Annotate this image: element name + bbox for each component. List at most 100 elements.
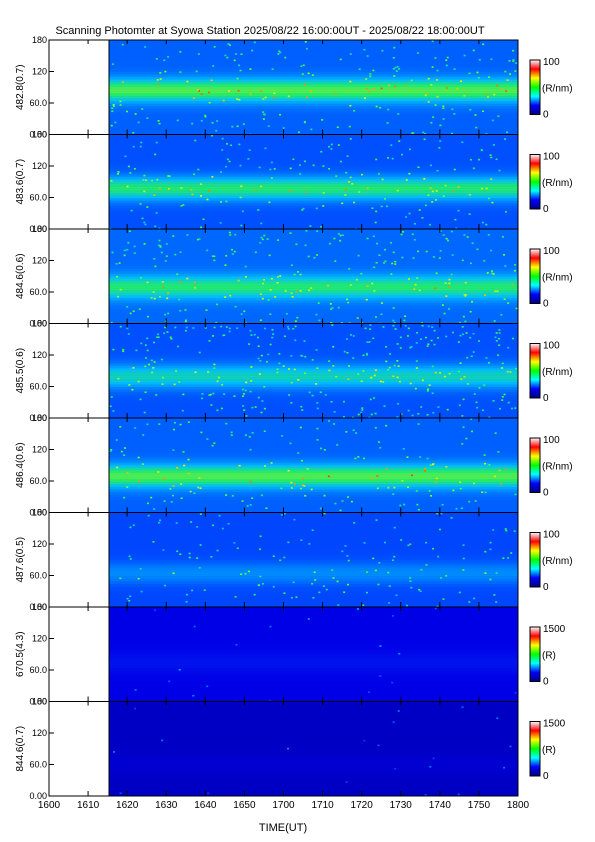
intensity-row — [109, 588, 518, 592]
speckle-cell — [483, 384, 486, 386]
speckle-cell — [355, 432, 358, 434]
speckle-cell — [184, 309, 187, 311]
speckle-cell — [216, 303, 219, 306]
intensity-row — [109, 604, 518, 608]
speckle-cell — [262, 111, 265, 113]
speckle-cell — [158, 227, 161, 230]
speckle-cell — [193, 492, 196, 495]
speckle-cell — [139, 203, 142, 205]
intensity-row — [109, 226, 518, 230]
y-tick-label: 180 — [32, 602, 47, 612]
y-tick-label: 60.0 — [29, 98, 47, 108]
speckle-cell — [347, 301, 350, 304]
speckle-cell — [370, 413, 373, 416]
speckle-cell — [287, 541, 290, 544]
speckle-cell — [486, 272, 489, 274]
speckle-cell — [392, 721, 395, 723]
speckle-cell — [240, 53, 243, 55]
colorbar-min-label: 0 — [543, 299, 549, 310]
speckle-cell — [366, 237, 369, 240]
speckle-cell — [379, 380, 382, 383]
speckle-cell — [451, 132, 454, 135]
speckle-cell — [445, 237, 448, 240]
speckle-cell — [395, 594, 398, 597]
speckle-cell — [472, 351, 475, 353]
speckle-cell — [329, 303, 332, 305]
speckle-cell — [427, 194, 430, 197]
speckle-cell — [154, 609, 157, 612]
intensity-row — [109, 586, 518, 590]
speckle-cell — [350, 334, 353, 336]
intensity-row — [109, 659, 518, 663]
speckle-cell — [249, 93, 252, 96]
speckle-cell — [269, 289, 272, 291]
speckle-cell — [172, 235, 175, 237]
speckle-cell — [157, 471, 160, 473]
speckle-cell — [312, 164, 315, 167]
speckle-cell — [184, 319, 187, 321]
speckle-cell — [157, 244, 160, 247]
speckle-cell — [258, 584, 261, 587]
speckle-cell — [172, 485, 175, 487]
intensity-row — [109, 89, 518, 93]
speckle-cell — [207, 91, 210, 94]
intensity-row — [109, 452, 518, 456]
speckle-cell — [347, 496, 350, 498]
speckle-cell — [393, 526, 396, 529]
intensity-row — [109, 250, 518, 254]
speckle-cell — [199, 544, 202, 546]
speckle-cell — [434, 57, 437, 59]
speckle-cell — [374, 369, 377, 371]
intensity-row — [109, 788, 518, 792]
speckle-cell — [159, 78, 162, 80]
speckle-cell — [332, 365, 335, 367]
speckle-cell — [422, 131, 425, 134]
speckle-cell — [501, 399, 504, 401]
speckle-cell — [156, 178, 159, 181]
speckle-cell — [244, 434, 247, 436]
speckle-cell — [155, 58, 158, 60]
speckle-cell — [146, 423, 149, 426]
intensity-row — [109, 754, 518, 758]
speckle-cell — [514, 407, 517, 409]
speckle-cell — [249, 329, 252, 332]
speckle-cell — [276, 276, 279, 278]
intensity-row — [109, 231, 518, 235]
speckle-cell — [333, 411, 336, 413]
speckle-cell — [365, 87, 368, 90]
speckle-cell — [309, 90, 312, 93]
speckle-cell — [211, 524, 214, 527]
speckle-cell — [270, 277, 273, 280]
speckle-cell — [382, 326, 385, 328]
intensity-row — [109, 761, 518, 765]
speckle-cell — [459, 362, 462, 364]
speckle-cell — [129, 312, 132, 315]
colorbar — [529, 59, 541, 115]
speckle-cell — [295, 596, 298, 598]
speckle-cell — [385, 345, 388, 348]
intensity-row — [109, 273, 518, 277]
speckle-cell — [391, 681, 394, 684]
intensity-row — [109, 103, 518, 107]
intensity-row — [109, 152, 518, 156]
speckle-cell — [444, 184, 447, 187]
speckle-cell — [164, 260, 167, 262]
speckle-cell — [226, 158, 229, 161]
speckle-cell — [241, 500, 244, 502]
speckle-cell — [493, 93, 496, 96]
speckle-cell — [484, 550, 487, 553]
speckle-cell — [257, 209, 260, 211]
speckle-cell — [153, 361, 156, 363]
intensity-row — [109, 439, 518, 443]
intensity-row — [109, 265, 518, 269]
speckle-cell — [229, 234, 232, 236]
speckle-cell — [189, 490, 192, 493]
speckle-cell — [212, 65, 215, 67]
speckle-cell — [383, 198, 386, 200]
speckle-cell — [198, 351, 201, 354]
speckle-cell — [123, 254, 126, 257]
intensity-row — [109, 782, 518, 786]
speckle-cell — [473, 393, 476, 395]
speckle-cell — [249, 68, 252, 70]
intensity-row — [109, 704, 518, 708]
